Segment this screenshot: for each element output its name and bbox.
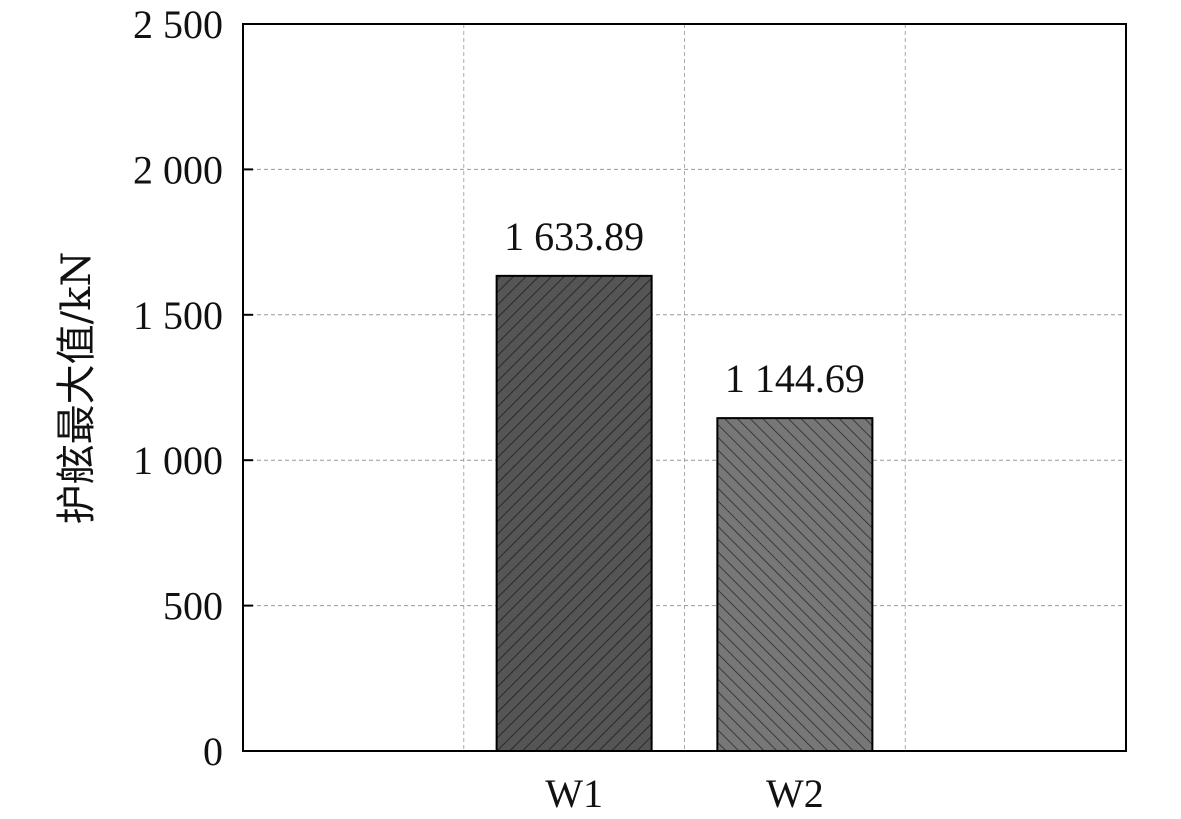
y-tick-label: 1 500 <box>133 293 223 338</box>
bar-value-label: 1 633.89 <box>504 214 644 259</box>
y-tick-label: 500 <box>163 584 223 629</box>
labels: 0 500 1 000 1 500 2 000 2 500 1 633.89 W1 1 144.… <box>133 2 865 816</box>
x-category-label: W1 <box>545 771 603 816</box>
bar-value-label: 1 144.69 <box>725 356 865 401</box>
x-category-label: W2 <box>766 771 824 816</box>
grid <box>243 24 1126 751</box>
bar-w1 <box>495 274 653 752</box>
y-tick-label: 0 <box>203 729 223 774</box>
y-tick-label: 1 000 <box>133 438 223 483</box>
bar-w2 <box>716 417 874 752</box>
bars <box>495 274 874 752</box>
y-tick-label: 2 500 <box>133 2 223 47</box>
plot-frame <box>242 23 1127 752</box>
y-tick-label: 2 000 <box>133 147 223 192</box>
y-axis-label: 护舷最大值/kN <box>54 252 100 525</box>
